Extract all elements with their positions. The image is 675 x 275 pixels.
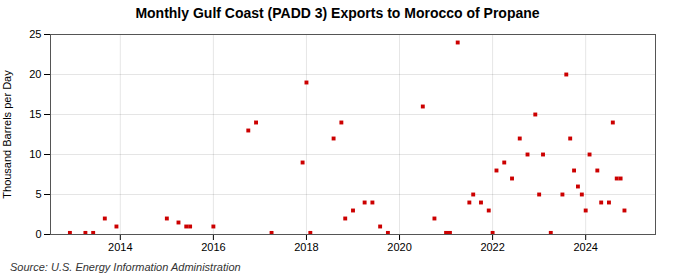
svg-text:2020: 2020: [387, 241, 411, 253]
svg-text:15: 15: [29, 108, 41, 120]
svg-text:25: 25: [29, 28, 41, 40]
svg-text:10: 10: [29, 148, 41, 160]
html-text:Monthly Gulf Coast (PADD 3) Ex: Monthly Gulf Coast (PADD 3) Exports to M…: [135, 5, 540, 21]
svg-text:20: 20: [29, 68, 41, 80]
svg-text:2018: 2018: [294, 241, 318, 253]
svg-text:2024: 2024: [573, 241, 597, 253]
html-text:Source: U.S. Energy Informatio: Source: U.S. Energy Information Administ…: [10, 261, 241, 273]
svg-text:2016: 2016: [201, 241, 225, 253]
svg-text:Thousand Barrels per Day: Thousand Barrels per Day: [1, 70, 13, 199]
svg-text:2022: 2022: [480, 241, 504, 253]
svg-text:5: 5: [35, 188, 41, 200]
svg-text:2014: 2014: [108, 241, 132, 253]
svg-text:0: 0: [35, 228, 41, 240]
